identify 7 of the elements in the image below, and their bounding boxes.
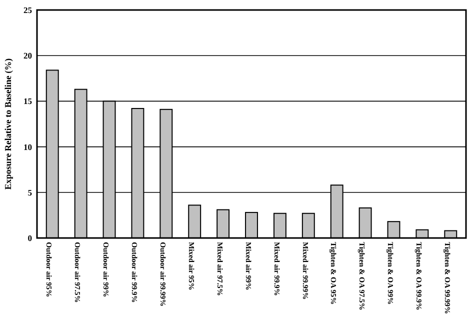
y-tick-label: 25 xyxy=(24,4,32,15)
y-axis-title: Exposure Relative to Baseline (%) xyxy=(3,58,13,190)
y-tick-label: 15 xyxy=(24,96,32,106)
y-tick-label: 5 xyxy=(28,187,32,198)
y-tick-label: 0 xyxy=(28,232,32,243)
y-tick-label: 20 xyxy=(24,50,32,61)
y-tick-label: 10 xyxy=(24,142,32,152)
